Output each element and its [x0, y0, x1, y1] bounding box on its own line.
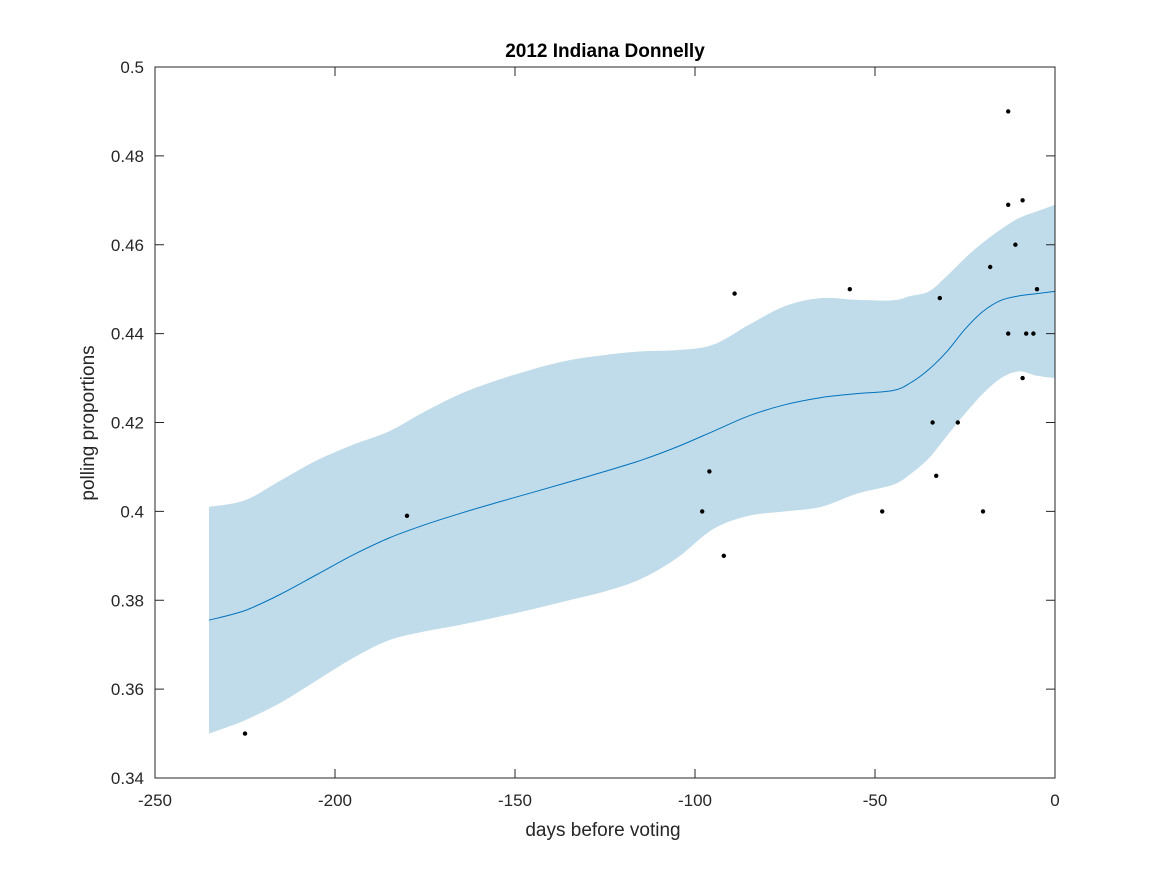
data-point — [988, 264, 993, 270]
y-tick-label: 0.5 — [120, 58, 144, 77]
data-point — [1013, 242, 1018, 247]
x-tick-label: -200 — [318, 791, 352, 810]
data-point — [721, 553, 726, 558]
data-point — [1031, 331, 1036, 336]
data-point — [880, 509, 885, 514]
y-tick-label: 0.46 — [111, 236, 144, 255]
data-point — [1020, 198, 1025, 203]
fit-line — [208, 290, 1056, 621]
data-point — [404, 513, 410, 518]
y-tick-label: 0.44 — [111, 325, 144, 344]
data-point — [934, 473, 939, 478]
y-axis: 0.34 0.36 0.38 0.4 0.42 0.44 0.46 0.48 0.5 — [111, 58, 1055, 788]
data-point — [1006, 109, 1011, 114]
data-point — [700, 509, 705, 514]
x-tick-label: -100 — [678, 791, 712, 810]
x-axis-title: days before voting — [525, 820, 680, 841]
y-tick-label: 0.4 — [120, 502, 144, 521]
y-tick-label: 0.48 — [111, 147, 144, 166]
data-point — [1023, 331, 1029, 336]
plot-area — [208, 109, 1056, 736]
y-axis-title: polling proportions — [78, 345, 99, 500]
data-point — [732, 291, 737, 296]
data-point — [937, 295, 942, 301]
data-point — [242, 731, 248, 736]
x-tick-label: -50 — [863, 791, 888, 810]
x-tick-label: 0 — [1050, 791, 1059, 810]
x-axis: -250 -200 -150 -100 -50 0 — [138, 67, 1060, 810]
y-tick-label: 0.36 — [111, 680, 144, 699]
y-tick-label: 0.38 — [111, 591, 144, 610]
data-point — [1006, 202, 1011, 207]
data-point — [980, 509, 986, 514]
data-point — [707, 469, 712, 474]
data-point — [955, 420, 960, 425]
confidence-band — [209, 204, 1055, 734]
x-tick-label: -250 — [138, 791, 172, 810]
data-point — [847, 287, 852, 292]
data-point — [1006, 331, 1011, 336]
data-point — [1020, 375, 1025, 381]
data-point — [1034, 287, 1040, 292]
data-point — [930, 420, 935, 425]
x-tick-label: -150 — [498, 791, 532, 810]
y-tick-label: 0.42 — [111, 414, 144, 433]
chart-title: 2012 Indiana Donnelly — [505, 41, 705, 62]
y-tick-label: 0.34 — [111, 769, 144, 788]
